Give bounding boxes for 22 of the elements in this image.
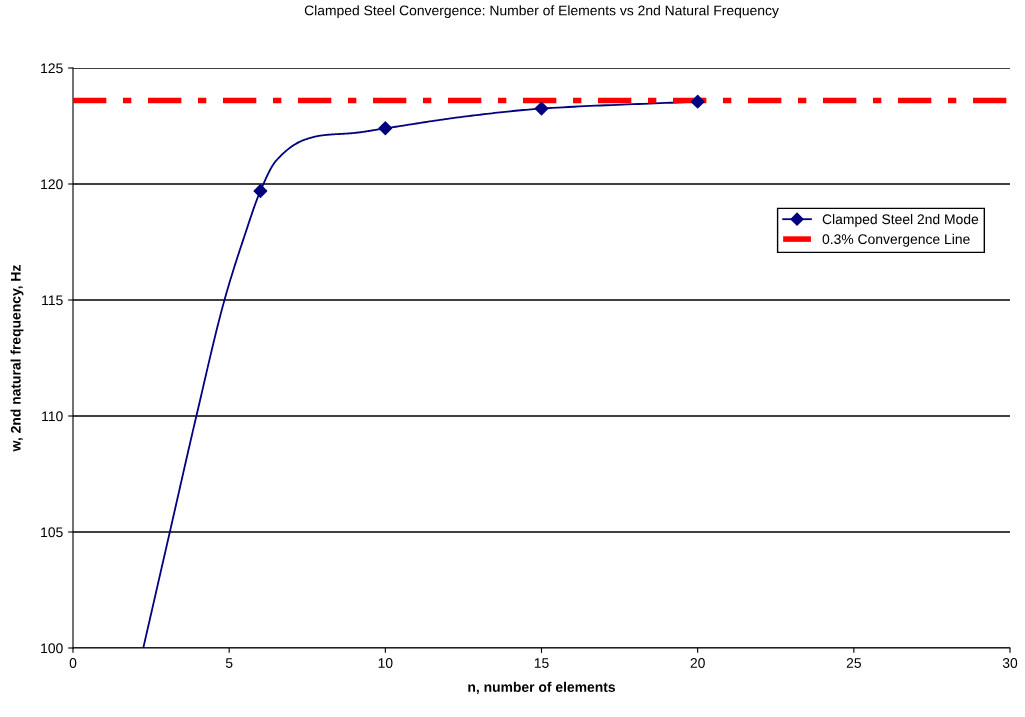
y-tick-label: 120	[41, 179, 63, 190]
x-tick-label: 10	[378, 658, 393, 668]
legend-label: 0.3% Convergence Line	[822, 233, 970, 247]
x-tick-label: 25	[846, 658, 861, 668]
y-tick-label: 125	[41, 63, 63, 74]
point	[690, 94, 705, 109]
x-tick-label: 15	[534, 658, 549, 668]
y-tick-label: 115	[42, 295, 63, 306]
y-tick-label: 100	[41, 643, 63, 654]
chart-title: Clamped Steel Convergence: Number of Elements vs 2nd Natural Frequency	[304, 5, 779, 19]
point	[378, 121, 393, 136]
point	[253, 184, 268, 198]
y-tick-label: 105	[41, 527, 63, 538]
x-tick-label: 5	[225, 658, 233, 668]
legend-label: Clamped Steel 2nd Mode	[822, 213, 979, 227]
x-tick-label: 20	[690, 658, 705, 668]
y-tick-label: 110	[42, 411, 63, 422]
y-axis-title: w, 2nd natural frequency, Hz	[10, 265, 24, 452]
x-tick-label: 30	[1002, 658, 1018, 668]
x-axis-title: n, number of elements	[468, 681, 616, 694]
point	[534, 101, 549, 116]
x-tick-label: 0	[69, 658, 77, 668]
